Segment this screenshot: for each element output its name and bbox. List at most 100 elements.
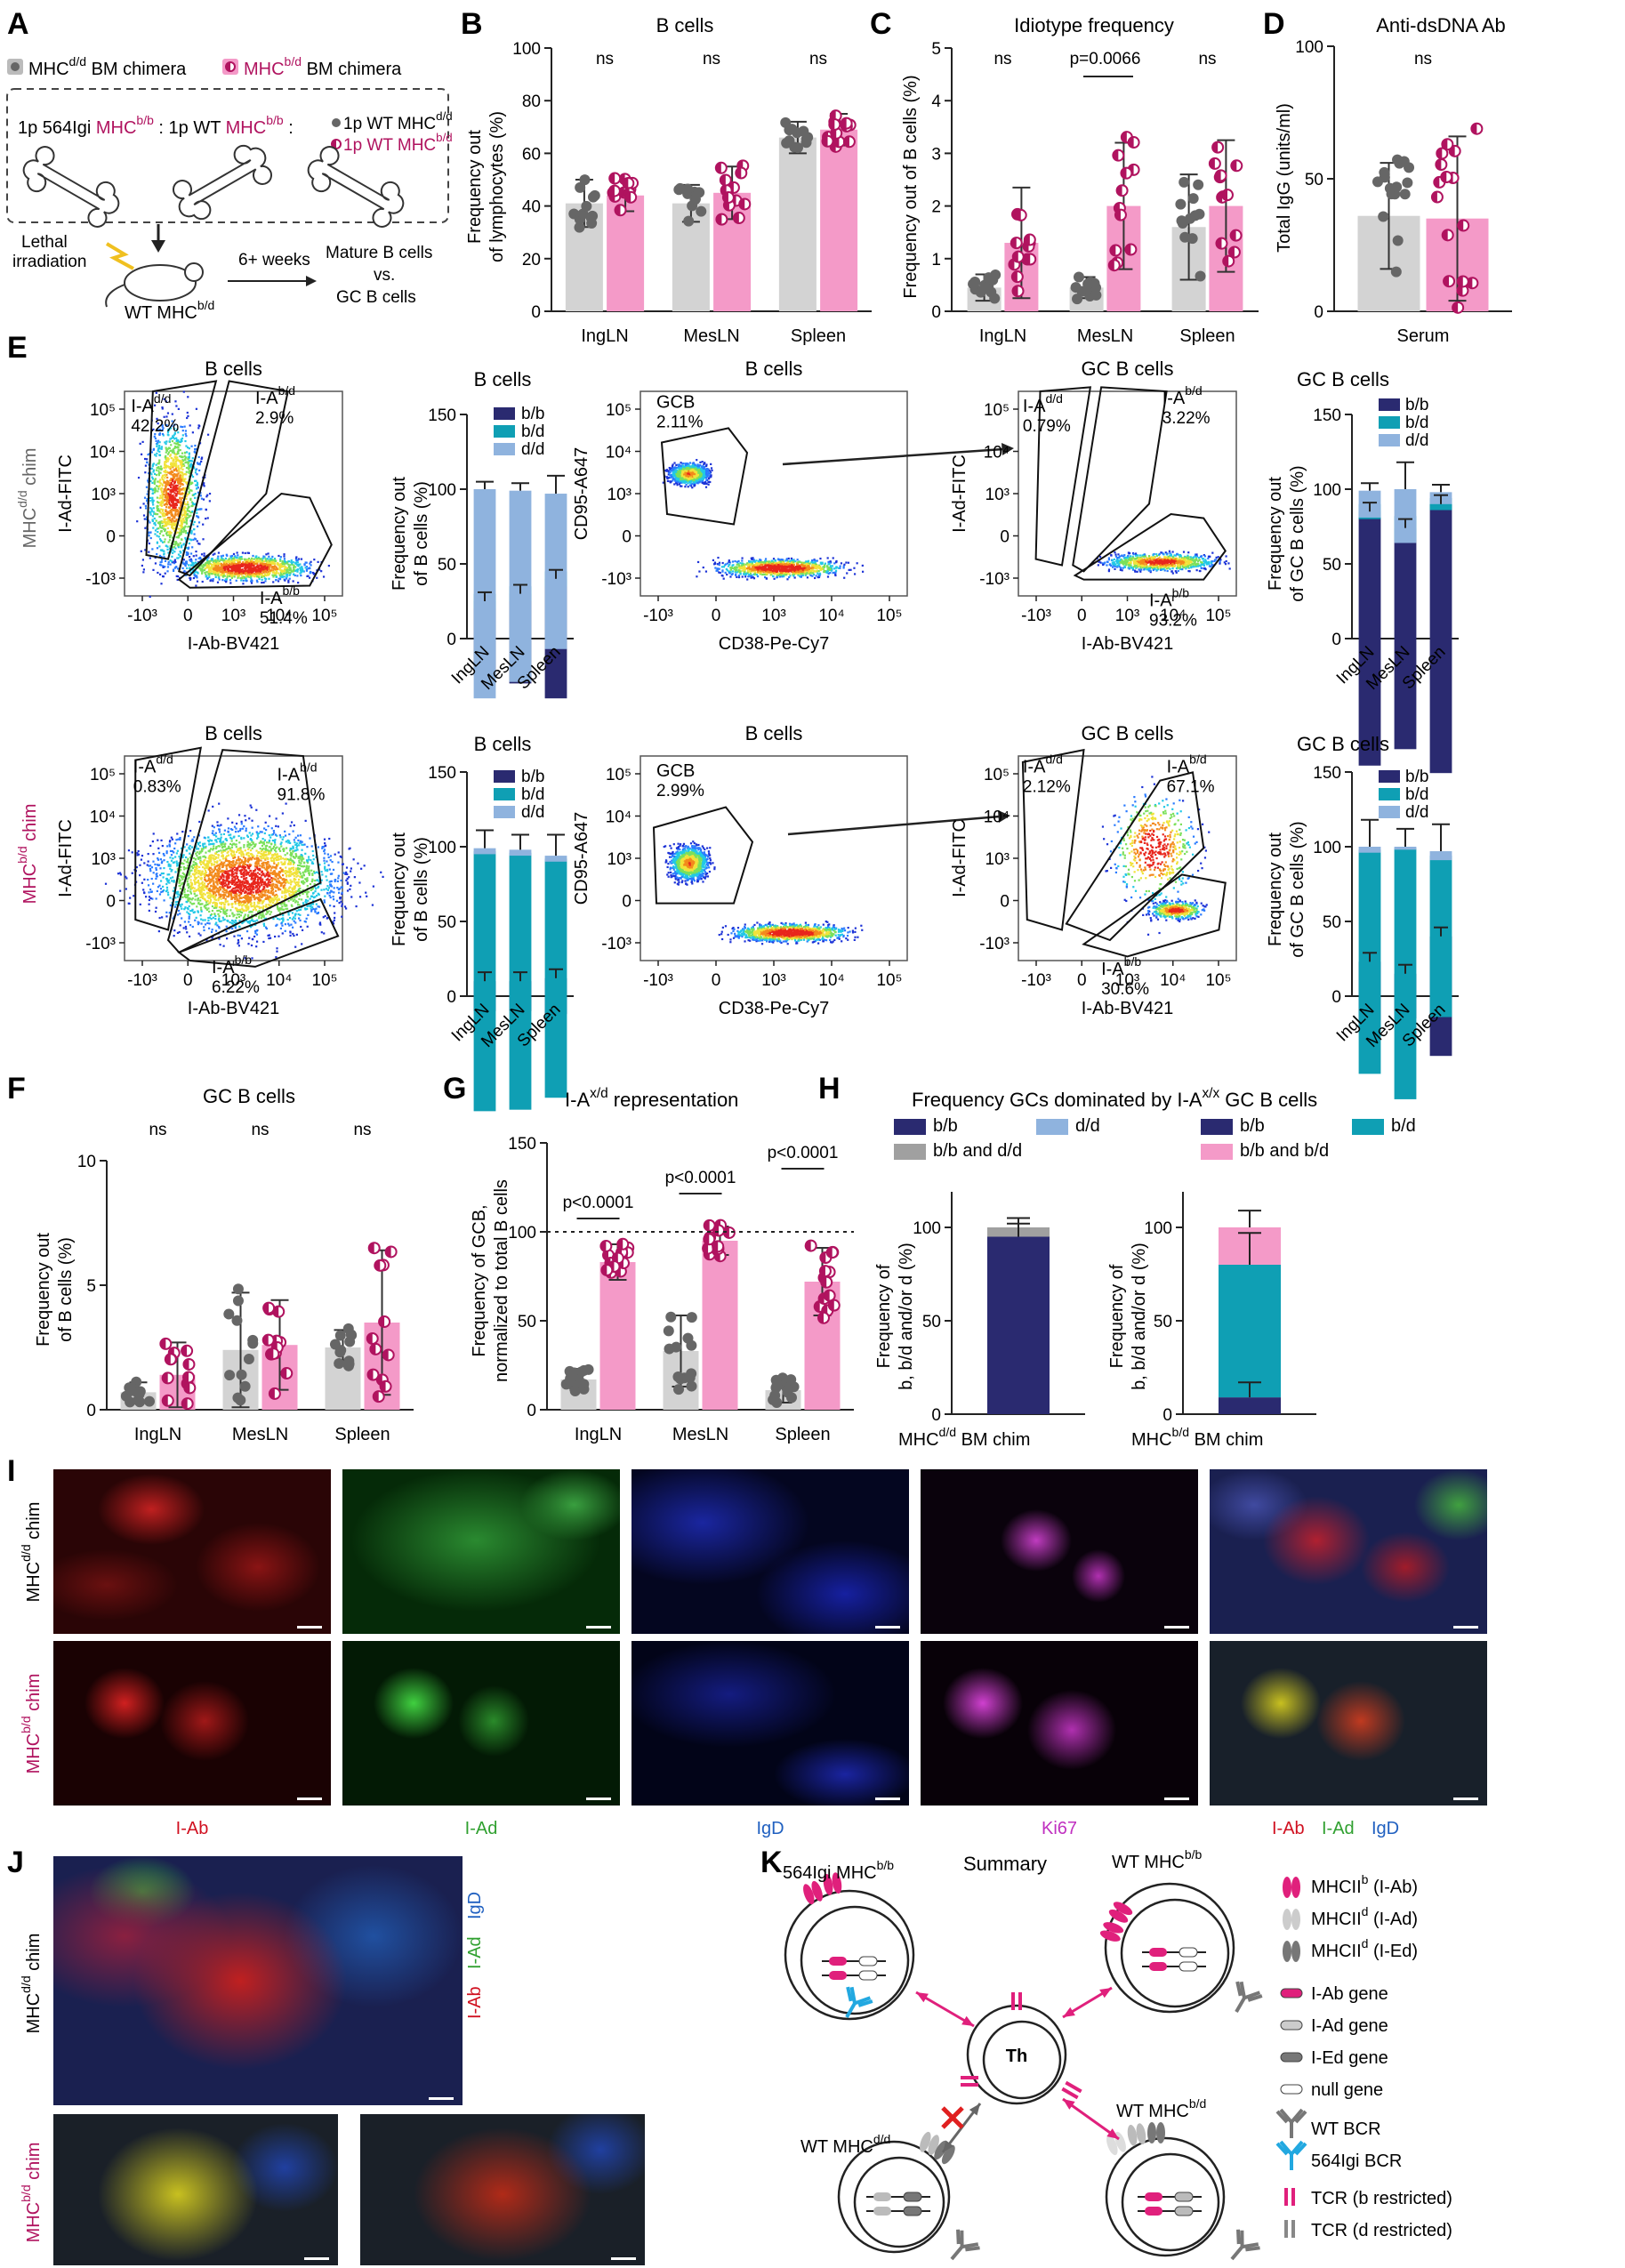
flow-event xyxy=(205,564,209,567)
flow-title: B cells xyxy=(745,358,803,380)
flow-event xyxy=(787,557,790,560)
flow-event xyxy=(169,472,172,475)
data-point xyxy=(1436,148,1443,159)
flow-event xyxy=(781,566,784,568)
flow-event xyxy=(163,493,165,496)
flow-event xyxy=(186,510,189,512)
flow-event xyxy=(696,469,699,471)
flow-event xyxy=(184,536,187,540)
flow-event xyxy=(302,570,304,573)
flow-event xyxy=(769,565,772,567)
flow-event xyxy=(199,495,202,497)
bone-icon xyxy=(307,146,405,228)
flow-event xyxy=(166,495,169,498)
flow-event xyxy=(705,467,709,470)
flow-event xyxy=(159,549,163,551)
flow-event xyxy=(161,527,164,529)
flow-event xyxy=(192,565,195,567)
flow-event xyxy=(151,476,154,479)
flow-event xyxy=(175,466,178,469)
flow-event xyxy=(771,567,774,569)
flow-event xyxy=(184,529,188,533)
flow-event xyxy=(177,446,180,449)
flow-event xyxy=(164,566,166,568)
flow-event xyxy=(158,485,161,488)
flow-event xyxy=(183,569,186,573)
flow-event xyxy=(168,499,171,502)
flow-event xyxy=(164,529,166,533)
flow-event xyxy=(205,571,208,574)
flow-event xyxy=(752,570,754,573)
flow-event xyxy=(173,509,175,512)
flow-event xyxy=(764,573,767,575)
flow-event xyxy=(179,478,182,480)
flow-event xyxy=(810,568,813,572)
flow-event xyxy=(699,463,702,467)
flow-event xyxy=(827,560,830,564)
flow-event xyxy=(191,504,194,507)
flow-event xyxy=(196,540,198,543)
flow-event xyxy=(760,559,762,561)
flow-event xyxy=(705,470,708,474)
flow-event xyxy=(239,576,242,580)
flow-event xyxy=(158,461,161,463)
flow-event xyxy=(707,483,710,486)
flow-event xyxy=(185,562,189,565)
flow-event xyxy=(297,565,300,567)
flow-event xyxy=(662,481,664,484)
donor-mix-box xyxy=(6,88,449,223)
data-point xyxy=(1116,185,1122,197)
flow-event xyxy=(185,553,188,556)
flow-event xyxy=(816,567,818,569)
flow-event xyxy=(672,469,675,471)
flow-event xyxy=(169,490,172,493)
flow-event xyxy=(166,447,169,450)
flow-event xyxy=(804,573,807,575)
flow-event xyxy=(251,557,253,560)
flow-event xyxy=(189,465,192,468)
flow-event xyxy=(264,558,267,560)
flow-event xyxy=(780,559,784,561)
flow-event xyxy=(183,514,186,517)
flow-event xyxy=(311,571,315,575)
flow-event xyxy=(210,572,213,575)
flow-event xyxy=(189,460,192,462)
flow-event xyxy=(275,559,278,562)
flow-event xyxy=(173,515,175,519)
flow-event xyxy=(787,562,790,566)
flow-event xyxy=(168,484,172,487)
flow-event xyxy=(262,568,265,571)
flow-event xyxy=(179,493,181,495)
data-point xyxy=(608,185,615,197)
flow-event xyxy=(195,484,197,487)
flow-event xyxy=(234,572,237,575)
flow-event xyxy=(165,498,168,501)
flow-event xyxy=(173,527,175,530)
flow-event xyxy=(155,473,158,477)
flow-event xyxy=(194,471,197,474)
flow-event xyxy=(165,461,167,463)
flow-event xyxy=(195,559,197,561)
flow-event xyxy=(170,473,173,476)
flow-event xyxy=(244,559,246,562)
flow-event xyxy=(280,566,283,568)
flow-event xyxy=(159,515,162,519)
flow-event xyxy=(718,567,720,570)
flow-event xyxy=(290,560,293,564)
flow-event xyxy=(275,572,278,575)
flow-event xyxy=(281,574,284,576)
flow-event xyxy=(170,520,173,523)
flow-event xyxy=(186,446,189,449)
flow-event xyxy=(161,476,164,479)
flow-event xyxy=(176,428,179,430)
flow-event xyxy=(176,443,179,446)
flow-event xyxy=(191,475,195,479)
flow-event xyxy=(175,575,178,577)
flow-event xyxy=(178,487,181,489)
flow-event xyxy=(198,469,201,472)
flow-event xyxy=(245,577,247,580)
flow-event xyxy=(187,532,189,535)
flow-event xyxy=(197,525,199,527)
flow-event xyxy=(229,560,232,563)
flow-event xyxy=(181,473,185,476)
